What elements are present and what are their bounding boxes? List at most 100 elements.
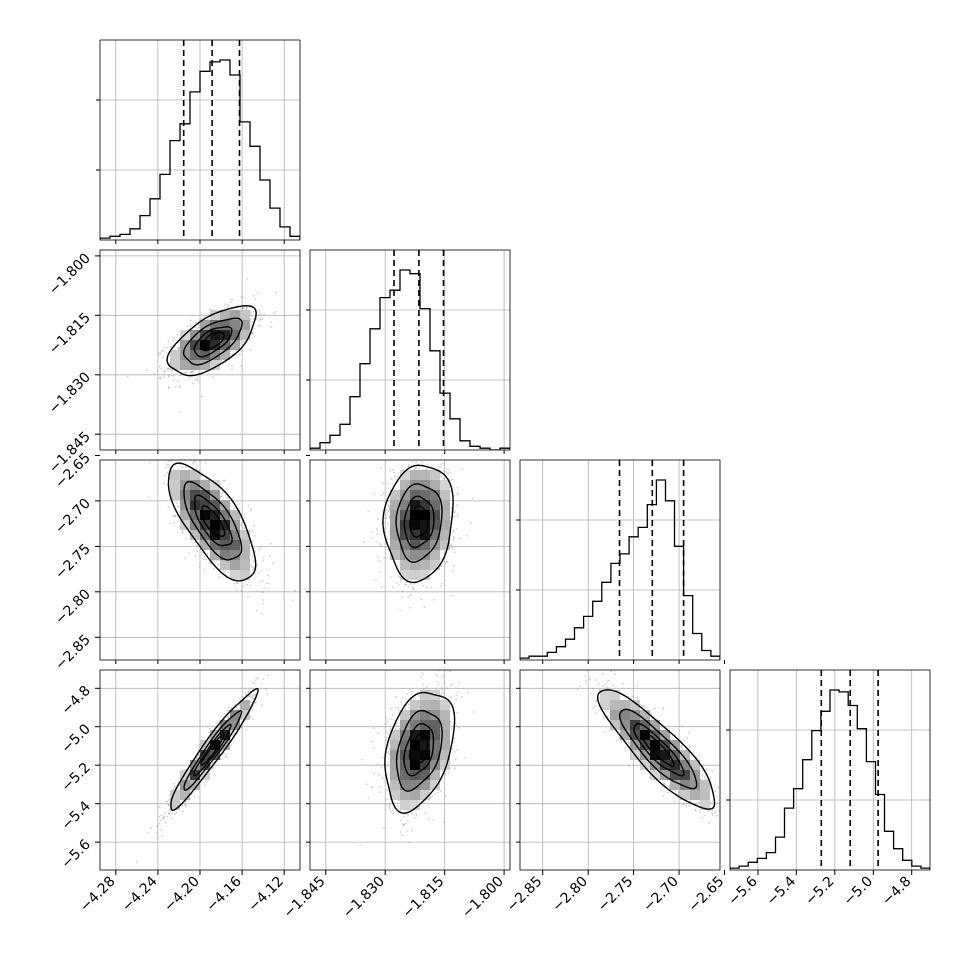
density-cell (220, 320, 230, 330)
density-cell (400, 530, 410, 540)
sample-point (432, 455, 434, 457)
sample-point (212, 768, 215, 770)
sample-point (226, 487, 229, 490)
sample-point (398, 584, 400, 586)
sample-point (167, 375, 170, 378)
density-cell (430, 480, 440, 490)
sample-point (276, 662, 278, 664)
sample-point (450, 479, 452, 481)
sample-point (158, 377, 161, 380)
sample-point (455, 527, 458, 530)
sample-point (173, 515, 176, 518)
density-cell (410, 540, 420, 550)
sample-point (252, 697, 255, 700)
sample-point (447, 468, 450, 471)
sample-point (254, 693, 256, 695)
sample-point (274, 663, 276, 665)
sample-point (387, 487, 390, 489)
sample-point (158, 353, 160, 356)
sample-point (426, 463, 429, 466)
sample-point (241, 344, 244, 346)
sample-point (251, 331, 254, 334)
sample-point (207, 318, 210, 320)
density-cell (210, 320, 220, 330)
density-cell (230, 330, 240, 340)
sample-point (379, 791, 381, 794)
sample-point (387, 557, 389, 559)
density-cell (220, 500, 230, 510)
sample-point (165, 800, 168, 803)
density-cell (440, 490, 450, 500)
sample-point (178, 347, 181, 350)
sample-point (166, 368, 169, 370)
sample-point (261, 570, 263, 572)
sample-point (456, 493, 459, 496)
density-cell (180, 360, 190, 370)
density-cell (240, 700, 250, 710)
density-cell (190, 510, 200, 520)
sample-point (254, 679, 257, 681)
sample-point (433, 598, 435, 601)
sample-point (246, 584, 249, 586)
density-cell (440, 510, 450, 520)
sample-point (449, 471, 452, 474)
sample-point (185, 466, 187, 469)
contour-level-3 (201, 504, 226, 537)
sample-point (388, 504, 391, 507)
sample-point (219, 758, 222, 761)
sample-point (176, 334, 179, 336)
sample-point (387, 549, 390, 551)
sample-point (281, 656, 283, 658)
sample-point (388, 508, 391, 511)
sample-point (262, 318, 264, 320)
sample-point (162, 370, 165, 373)
sample-point (208, 728, 211, 730)
sample-point (241, 695, 244, 698)
contour-level-1 (182, 317, 243, 366)
density-cell (430, 550, 440, 560)
sample-point (233, 582, 236, 585)
contour-level-1 (395, 483, 443, 563)
density-cell (220, 520, 230, 530)
density-cell (430, 510, 440, 520)
sample-point (472, 497, 474, 500)
density-cell (430, 530, 440, 540)
sample-point (386, 482, 389, 485)
sample-point (379, 542, 382, 545)
sample-point (179, 374, 182, 377)
scatter-panel-2-0 (99, 459, 301, 661)
sample-point (452, 530, 455, 533)
sample-point (167, 813, 170, 815)
density-cell (410, 490, 420, 500)
sample-point (164, 822, 167, 824)
sample-point (440, 565, 443, 567)
sample-point (197, 326, 199, 329)
contour-level-0 (167, 462, 257, 582)
sample-point (226, 716, 228, 719)
sample-point (164, 368, 166, 371)
sample-point (201, 395, 203, 398)
sample-point (440, 565, 443, 568)
sample-point (254, 572, 256, 575)
density-cell (190, 780, 200, 790)
sample-point (414, 467, 416, 470)
density-cell (230, 310, 240, 320)
sample-point (189, 319, 192, 322)
sample-point (263, 313, 266, 316)
sample-point (194, 555, 197, 558)
sample-point (401, 596, 403, 598)
density-cell (240, 530, 250, 540)
sample-point (203, 558, 205, 561)
sample-point (436, 681, 439, 684)
density-cell (170, 350, 180, 360)
sample-point (234, 350, 237, 352)
density-cell (200, 350, 210, 360)
density-cells (390, 470, 450, 580)
density-cell (400, 490, 410, 500)
density-cell (230, 560, 240, 570)
density-cell (440, 480, 450, 490)
sample-point (443, 817, 446, 820)
sample-point (450, 594, 453, 597)
sample-point (167, 386, 170, 389)
sample-point (238, 704, 241, 707)
